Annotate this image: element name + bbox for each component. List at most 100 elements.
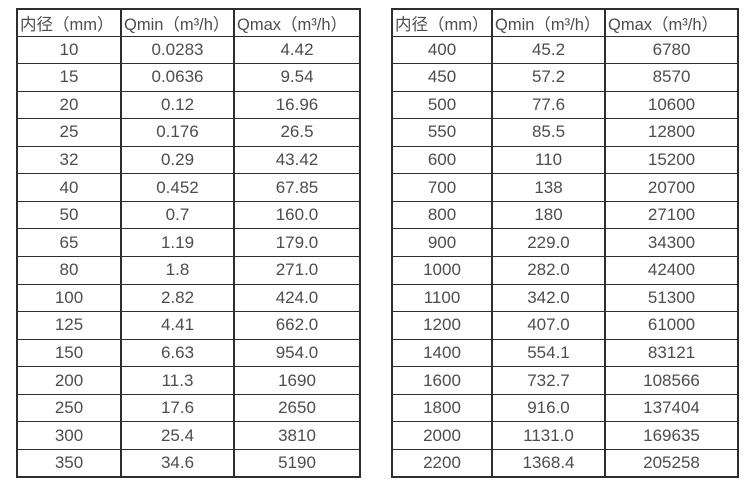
table-cell: 6.63 bbox=[120, 338, 235, 368]
table-cell: 1400 bbox=[391, 338, 493, 368]
flow-table-large-diameters: 内径（mm） Qmin（m³/h） Qmax（m³/h） 400 45.2 6780… bbox=[391, 8, 739, 478]
table-row: 200 11.3 1690 bbox=[16, 366, 361, 395]
table-cell: 229.0 bbox=[491, 228, 606, 257]
table-cell: 900 bbox=[391, 228, 493, 257]
table-row: 350 34.6 5190 bbox=[16, 448, 361, 478]
table-row: 400 45.2 6780 bbox=[391, 35, 739, 65]
table-cell: 179.0 bbox=[233, 228, 361, 257]
table-cell: 100 bbox=[16, 283, 122, 313]
table-header-row: 内径（mm） Qmin（m³/h） Qmax（m³/h） bbox=[391, 8, 739, 37]
table-row: 150 6.63 954.0 bbox=[16, 338, 361, 368]
table-row: 1000 282.0 42400 bbox=[391, 256, 739, 285]
table-cell: 25 bbox=[16, 118, 122, 147]
table-row: 500 77.6 10600 bbox=[391, 90, 739, 120]
table-cell: 424.0 bbox=[233, 283, 361, 313]
table-cell: 2000 bbox=[391, 421, 493, 450]
table-cell: 20700 bbox=[604, 173, 739, 202]
table-row: 20 0.12 16.96 bbox=[16, 90, 361, 120]
table-cell: 40 bbox=[16, 173, 122, 202]
table-cell: 15 bbox=[16, 63, 122, 92]
table-cell: 4.42 bbox=[233, 35, 361, 65]
column-header-qmax: Qmax（m³/h） bbox=[604, 8, 739, 37]
table-cell: 27100 bbox=[604, 200, 739, 230]
table-cell: 700 bbox=[391, 173, 493, 202]
table-cell: 45.2 bbox=[491, 35, 606, 65]
table-cell: 1690 bbox=[233, 366, 361, 395]
table-cell: 450 bbox=[391, 63, 493, 92]
column-header-qmax: Qmax（m³/h） bbox=[233, 8, 361, 37]
table-cell: 1600 bbox=[391, 366, 493, 395]
table-cell: 600 bbox=[391, 145, 493, 175]
table-cell: 2200 bbox=[391, 448, 493, 478]
table-cell: 662.0 bbox=[233, 311, 361, 340]
table-cell: 2.82 bbox=[120, 283, 235, 313]
table-cell: 108566 bbox=[604, 366, 739, 395]
table-cell: 5190 bbox=[233, 448, 361, 478]
table-cell: 160.0 bbox=[233, 200, 361, 230]
table-body: 10 0.0283 4.42 15 0.0636 9.54 20 0.12 16.96 25 0.1… bbox=[16, 35, 361, 478]
table-cell: 80 bbox=[16, 256, 122, 285]
table-cell: 12800 bbox=[604, 118, 739, 147]
table-cell: 150 bbox=[16, 338, 122, 368]
table-row: 300 25.4 3810 bbox=[16, 421, 361, 450]
table-cell: 3810 bbox=[233, 421, 361, 450]
table-cell: 43.42 bbox=[233, 145, 361, 175]
flow-table-small-diameters: 内径（mm） Qmin（m³/h） Qmax（m³/h） 10 0.0283 4.4… bbox=[16, 8, 361, 478]
table-cell: 300 bbox=[16, 421, 122, 450]
table-row: 600 110 15200 bbox=[391, 145, 739, 175]
table-row: 700 138 20700 bbox=[391, 173, 739, 202]
table-cell: 20 bbox=[16, 90, 122, 120]
table-cell: 500 bbox=[391, 90, 493, 120]
table-cell: 51300 bbox=[604, 283, 739, 313]
table-cell: 34300 bbox=[604, 228, 739, 257]
table-cell: 4.41 bbox=[120, 311, 235, 340]
table-cell: 282.0 bbox=[491, 256, 606, 285]
table-cell: 550 bbox=[391, 118, 493, 147]
column-header-diameter: 内径（mm） bbox=[16, 8, 122, 37]
table-cell: 0.176 bbox=[120, 118, 235, 147]
table-cell: 205258 bbox=[604, 448, 739, 478]
table-cell: 42400 bbox=[604, 256, 739, 285]
table-body: 400 45.2 6780 450 57.2 8570 500 77.6 10600 550 85.… bbox=[391, 35, 739, 478]
table-cell: 8570 bbox=[604, 63, 739, 92]
table-cell: 57.2 bbox=[491, 63, 606, 92]
table-cell: 342.0 bbox=[491, 283, 606, 313]
table-row: 900 229.0 34300 bbox=[391, 228, 739, 257]
table-cell: 0.7 bbox=[120, 200, 235, 230]
table-cell: 1131.0 bbox=[491, 421, 606, 450]
table-cell: 732.7 bbox=[491, 366, 606, 395]
table-cell: 554.1 bbox=[491, 338, 606, 368]
table-cell: 77.6 bbox=[491, 90, 606, 120]
table-cell: 61000 bbox=[604, 311, 739, 340]
table-row: 80 1.8 271.0 bbox=[16, 256, 361, 285]
table-row: 800 180 27100 bbox=[391, 200, 739, 230]
table-row: 550 85.5 12800 bbox=[391, 118, 739, 147]
table-cell: 954.0 bbox=[233, 338, 361, 368]
table-row: 50 0.7 160.0 bbox=[16, 200, 361, 230]
table-cell: 250 bbox=[16, 393, 122, 423]
table-cell: 10 bbox=[16, 35, 122, 65]
table-cell: 0.12 bbox=[120, 90, 235, 120]
table-row: 450 57.2 8570 bbox=[391, 63, 739, 92]
table-cell: 407.0 bbox=[491, 311, 606, 340]
table-cell: 0.0636 bbox=[120, 63, 235, 92]
table-cell: 26.5 bbox=[233, 118, 361, 147]
table-cell: 32 bbox=[16, 145, 122, 175]
table-row: 65 1.19 179.0 bbox=[16, 228, 361, 257]
table-cell: 200 bbox=[16, 366, 122, 395]
table-cell: 916.0 bbox=[491, 393, 606, 423]
table-row: 32 0.29 43.42 bbox=[16, 145, 361, 175]
table-row: 2200 1368.4 205258 bbox=[391, 448, 739, 478]
table-cell: 65 bbox=[16, 228, 122, 257]
table-row: 10 0.0283 4.42 bbox=[16, 35, 361, 65]
table-cell: 1.19 bbox=[120, 228, 235, 257]
table-cell: 138 bbox=[491, 173, 606, 202]
table-cell: 50 bbox=[16, 200, 122, 230]
table-row: 1100 342.0 51300 bbox=[391, 283, 739, 313]
table-cell: 271.0 bbox=[233, 256, 361, 285]
table-row: 1400 554.1 83121 bbox=[391, 338, 739, 368]
table-row: 250 17.6 2650 bbox=[16, 393, 361, 423]
table-cell: 1800 bbox=[391, 393, 493, 423]
table-cell: 1368.4 bbox=[491, 448, 606, 478]
